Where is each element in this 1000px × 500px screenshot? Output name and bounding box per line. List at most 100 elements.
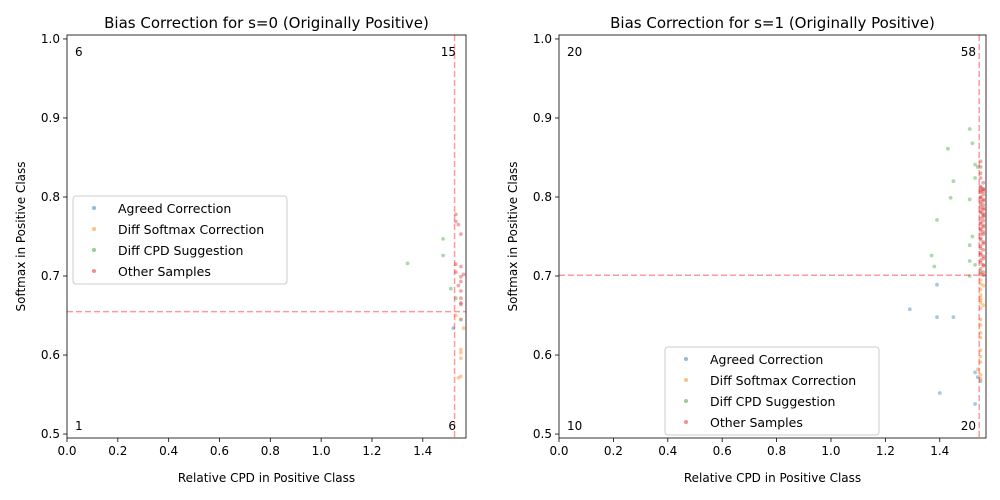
data-point (981, 248, 986, 252)
data-point (978, 331, 983, 335)
series-agreed-correction (451, 317, 463, 331)
data-point (981, 207, 986, 212)
legend-label: Diff CPD Suggestion (710, 394, 835, 409)
data-point (981, 180, 986, 185)
data-point (978, 376, 983, 381)
data-point (459, 356, 463, 361)
data-point (946, 146, 950, 151)
chart-title: Bias Correction for s=1 (Originally Posi… (610, 14, 935, 32)
data-point (967, 243, 972, 248)
count-top-right: 15 (441, 45, 456, 59)
data-point (453, 212, 458, 217)
x-tick-label: 0.4 (159, 444, 178, 458)
data-point (459, 264, 463, 269)
legend-marker (684, 420, 688, 424)
legend-box (72, 195, 288, 285)
data-point (981, 189, 986, 194)
data-point (461, 326, 466, 331)
data-point (967, 197, 972, 202)
x-tick-label: 0.6 (210, 444, 229, 458)
x-axis-label: Relative CPD in Positive Class (178, 471, 355, 485)
data-point (981, 270, 986, 274)
data-point (970, 234, 975, 239)
data-point (441, 253, 445, 258)
data-point (948, 195, 953, 200)
data-point (453, 262, 458, 267)
data-point (981, 213, 986, 218)
data-point (978, 360, 983, 364)
x-tick-label: 1.0 (821, 444, 840, 458)
y-tick-label: 0.5 (533, 427, 552, 441)
data-point (978, 209, 983, 214)
legend-marker (684, 399, 688, 403)
data-point (978, 185, 983, 190)
y-tick-label: 1.0 (41, 32, 60, 46)
data-point (978, 244, 983, 248)
data-point (973, 370, 977, 375)
legend-label: Diff Softmax Correction (118, 222, 264, 237)
y-axis-label: Softmax in Positive Class (506, 161, 520, 311)
data-point (978, 258, 983, 263)
data-point (978, 348, 983, 353)
data-point (978, 205, 983, 210)
data-point (973, 402, 977, 406)
x-tick-label: 0.0 (57, 444, 76, 458)
data-point (459, 350, 463, 355)
data-point (459, 296, 463, 300)
data-point (981, 199, 986, 203)
data-point (981, 256, 986, 261)
data-point (981, 218, 986, 223)
data-point (981, 187, 986, 192)
chart-title: Bias Correction for s=0 (Originally Posi… (104, 14, 429, 32)
data-point (967, 259, 972, 263)
legend: Agreed Correction Diff Softmax Correction… (72, 195, 288, 285)
data-point (459, 289, 463, 293)
data-point (981, 229, 986, 234)
data-point (459, 317, 463, 322)
data-point (978, 165, 983, 169)
data-point (978, 202, 983, 207)
data-point (456, 283, 461, 288)
legend-marker (684, 378, 688, 382)
x-axis-label: Relative CPD in Positive Class (684, 471, 861, 485)
chart-panel-1: Bias Correction for s=0 (Originally Posi… (14, 14, 467, 485)
data-point (978, 159, 983, 164)
count-top-left: 6 (75, 45, 83, 59)
data-point (929, 253, 934, 258)
data-point (975, 165, 980, 169)
count-top-left: 20 (567, 45, 582, 59)
x-tick-label: 0.8 (261, 444, 280, 458)
legend-label: Diff Softmax Correction (710, 373, 856, 388)
data-point (978, 379, 983, 383)
data-point (459, 279, 463, 284)
data-point (973, 263, 977, 267)
data-point (981, 187, 986, 192)
data-point (981, 240, 986, 244)
legend-marker (92, 227, 96, 231)
data-point (932, 264, 937, 269)
x-tick-label: 0.0 (549, 444, 568, 458)
data-point (459, 374, 463, 379)
series-agreed-correction (907, 282, 983, 406)
legend-marker (684, 357, 688, 361)
data-point (975, 375, 980, 380)
data-point (978, 184, 983, 189)
series-other-samples (453, 212, 466, 307)
data-point (981, 303, 986, 308)
data-point (978, 222, 983, 226)
data-point (978, 237, 983, 242)
y-tick-label: 0.9 (533, 111, 552, 125)
data-point (973, 176, 977, 180)
legend-marker (92, 248, 96, 252)
data-point (456, 222, 461, 227)
data-point (459, 317, 463, 322)
data-point (978, 216, 983, 221)
data-point (981, 283, 986, 288)
x-tick-label: 1.0 (312, 444, 331, 458)
data-point (978, 267, 983, 271)
count-bottom-left: 1 (75, 419, 83, 433)
data-point (935, 218, 939, 222)
x-tick-label: 0.6 (713, 444, 732, 458)
data-point (461, 272, 466, 277)
